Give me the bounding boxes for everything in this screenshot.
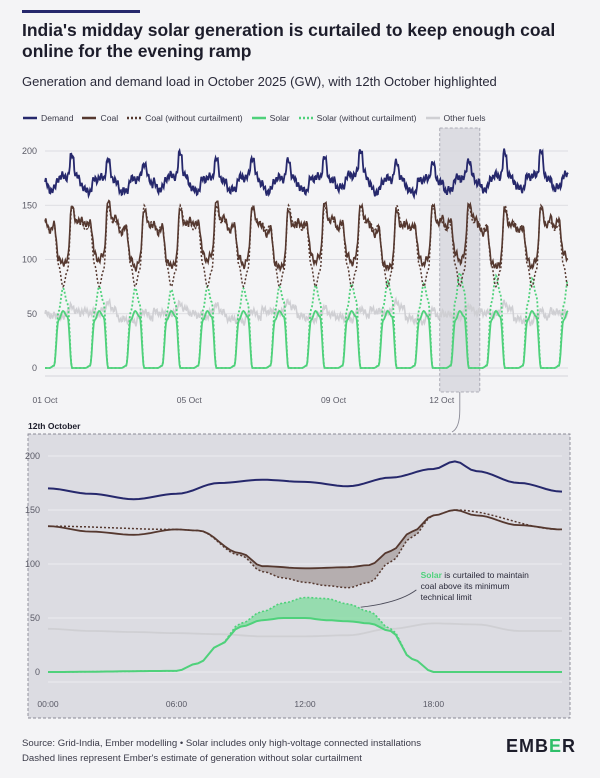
annotation-arrow: [360, 589, 417, 608]
detail-x-tick-label: 12:00: [294, 699, 316, 709]
annotation-line: technical limit: [421, 592, 473, 602]
legend-swatch: [82, 116, 97, 120]
legend-label: Coal: [100, 113, 119, 123]
top-x-tick-label: 09 Oct: [321, 395, 347, 405]
detail-y-tick-label: 50: [30, 613, 40, 623]
detail-series-other-fuels: [47, 622, 562, 638]
legend-swatch: [425, 116, 440, 120]
legend-label: Demand: [41, 113, 74, 123]
detail-series-coal-without-curtailment: [48, 509, 563, 589]
detail-x-tick-label: 06:00: [166, 699, 188, 709]
dashed-note: Dashed lines represent Ember's estimate …: [22, 753, 362, 764]
top-x-tick-label: 12 Oct: [429, 395, 455, 405]
footer: Source: Grid-India, Ember modelling • So…: [22, 736, 421, 766]
detail-y-tick-label: 0: [35, 667, 40, 677]
legend-label: Solar (without curtailment): [316, 113, 417, 123]
page-subtitle: Generation and demand load in October 20…: [22, 74, 497, 89]
solar-curtailment-band: [197, 597, 423, 666]
detail-y-tick-label: 150: [25, 505, 40, 515]
annotation-highlight: Solar: [421, 570, 443, 580]
chart-legend: Demand Coal Coal (without curtailment) Sola…: [22, 110, 494, 126]
legend-item-solar: Solar: [251, 113, 290, 123]
detail-chart: 12th October 0 50 100 150 200 00:00 06:00 12:00 1…: [25, 421, 571, 719]
legend-item-solar-without-curtailment: Solar (without curtailment): [298, 113, 417, 123]
legend-label: Coal (without curtailment): [145, 113, 243, 123]
top-y-tick-label: 100: [22, 255, 37, 265]
annotation-line: coal above its minimum: [421, 581, 510, 591]
top-y-tick-label: 200: [22, 146, 37, 156]
legend-item-coal-without-curtailment: Coal (without curtailment): [126, 113, 243, 123]
annotation-text: Solar is curtailed to maintain coal above…: [421, 570, 529, 602]
coal-curtailment-band: [197, 512, 445, 588]
legend-label: Solar: [269, 113, 290, 123]
legend-item-demand: Demand: [22, 113, 73, 123]
detail-y-tick-label: 100: [25, 559, 40, 569]
legend-swatch: [23, 116, 37, 120]
top-y-tick-label: 150: [22, 200, 37, 210]
detail-y-tick-label: 200: [25, 451, 40, 461]
legend-item-other-fuels: Other fuels: [425, 113, 486, 123]
top-y-tick-label: 0: [32, 363, 37, 373]
legend-item-coal: Coal: [81, 113, 118, 123]
chart-canvas: 0 50 100 150 200 01 Oct 05 Oct 09 Oct 12 Oct 12th…: [22, 127, 571, 719]
highlight-connector: [451, 392, 461, 433]
top-x-tick-label: 01 Oct: [32, 395, 58, 405]
detail-series-coal: [47, 509, 563, 570]
source-note: Source: Grid-India, Ember modelling • So…: [22, 738, 422, 749]
top-series-demand: [44, 147, 569, 200]
top-x-tick-label: 05 Oct: [177, 395, 203, 405]
top-series-solar: [45, 309, 569, 369]
top-y-tick-label: 50: [27, 309, 37, 319]
detail-x-tick-label: 00:00: [37, 699, 59, 709]
top-chart: 0 50 100 150 200 01 Oct 05 Oct 09 Oct 12 Oct: [22, 127, 569, 433]
title-accent-bar: [22, 10, 140, 13]
page-title: India's midday solar generation is curta…: [22, 20, 556, 61]
legend-label: Other fuels: [443, 113, 486, 123]
detail-title: 12th October: [28, 421, 81, 431]
detail-series-solar: [48, 617, 562, 673]
annotation-line: is curtailed to maintain: [442, 570, 529, 580]
detail-series-demand: [47, 460, 563, 501]
ember-logo: EMBER: [505, 736, 576, 756]
detail-x-tick-label: 18:00: [423, 699, 445, 709]
legend-swatch: [251, 116, 266, 120]
top-series-coal: [44, 199, 569, 273]
